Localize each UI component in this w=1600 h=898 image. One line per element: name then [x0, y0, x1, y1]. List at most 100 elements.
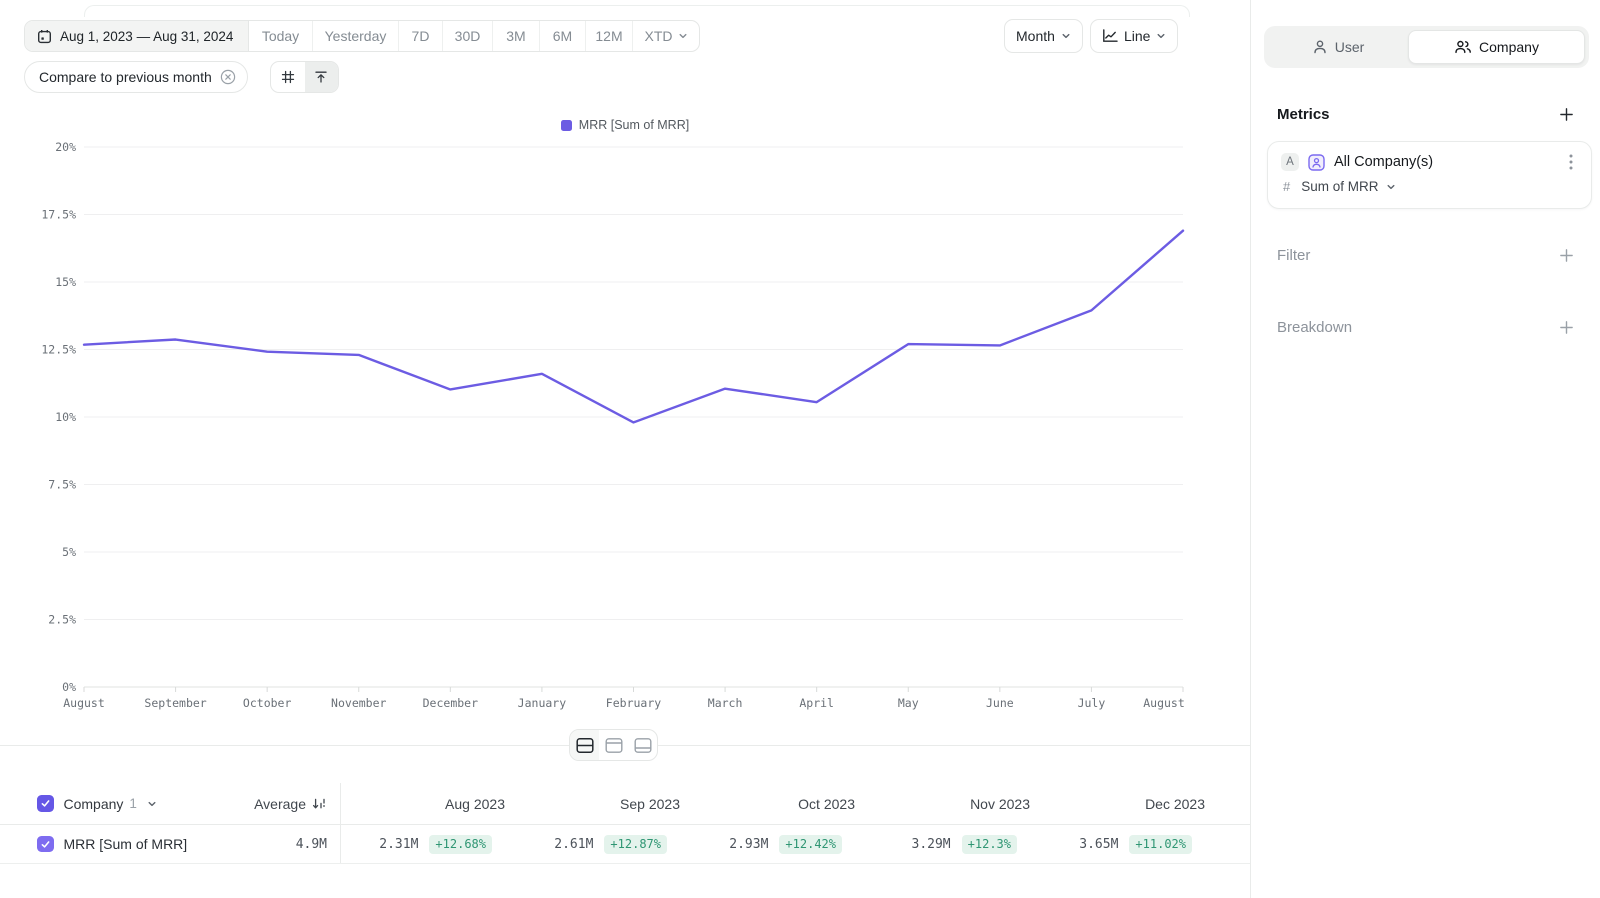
svg-text:7.5%: 7.5% — [48, 478, 76, 492]
svg-text:October: October — [243, 696, 292, 710]
svg-text:0%: 0% — [62, 680, 76, 694]
metrics-title: Metrics — [1277, 105, 1330, 123]
column-header-sep-2023: Sep 2023 — [620, 795, 680, 812]
chart-display-toggle — [270, 61, 339, 93]
quick-range-6m[interactable]: 6M — [540, 21, 586, 51]
table-header-left-cell: Company 1 Average — [0, 783, 341, 824]
svg-text:November: November — [331, 696, 386, 710]
svg-text:12.5%: 12.5% — [41, 343, 76, 357]
row-checkbox[interactable] — [37, 835, 54, 853]
kebab-icon — [1569, 154, 1573, 170]
numeric-hash-icon: # — [1283, 179, 1291, 194]
sort-icon — [312, 798, 325, 808]
metric-month-cell: 2.31M +12.68% — [341, 825, 516, 863]
toggle-user-tab[interactable]: User — [1268, 30, 1408, 64]
legend-item-mrr[interactable]: MRR [Sum of MRR] — [560, 118, 689, 132]
layout-chart-only-button[interactable] — [599, 730, 628, 760]
breakdown-section-header: Breakdown — [1277, 316, 1576, 338]
date-range-label: Aug 1, 2023 — Aug 31, 2024 — [60, 28, 234, 44]
plus-icon — [1559, 248, 1573, 262]
filter-title: Filter — [1277, 246, 1311, 264]
toggle-company-tab[interactable]: Company — [1408, 30, 1585, 64]
layout-table-only-button[interactable] — [628, 730, 657, 760]
row-average-value: 4.9M — [295, 836, 327, 852]
group-by-label: Company — [63, 795, 124, 812]
plus-icon — [1559, 107, 1573, 121]
table-row-left-cell: MRR [Sum of MRR] 4.9M — [0, 825, 341, 863]
annotations-toggle-button[interactable] — [304, 62, 338, 92]
delta-badge: +12.3% — [961, 834, 1017, 854]
metric-card-aggregation: # Sum of MRR — [1268, 171, 1591, 194]
svg-text:10%: 10% — [55, 410, 76, 424]
svg-text:December: December — [423, 696, 478, 710]
metric-card-header: A All Company(s) — [1268, 142, 1591, 171]
main-panel: Aug 1, 2023 — Aug 31, 2024 Today Yesterda… — [0, 5, 1250, 864]
quick-range-3m[interactable]: 3M — [493, 21, 540, 51]
svg-text:2.5%: 2.5% — [48, 613, 76, 627]
quick-range-7d[interactable]: 7D — [399, 21, 443, 51]
remove-compare-icon[interactable] — [220, 69, 236, 85]
layout-split-button[interactable] — [570, 730, 599, 760]
gridlines-toggle-button[interactable] — [271, 62, 305, 92]
svg-text:June: June — [986, 696, 1014, 710]
average-label: Average — [254, 795, 306, 812]
chart-type-select[interactable]: Line — [1090, 19, 1179, 53]
layout-split-icon — [575, 737, 594, 753]
arrow-up-to-line-icon — [315, 71, 327, 83]
quick-range-today[interactable]: Today — [249, 21, 313, 51]
aggregation-select[interactable]: Sum of MRR — [1301, 179, 1395, 194]
svg-text:August: August — [63, 696, 105, 710]
quick-range-30d[interactable]: 30D — [443, 21, 493, 51]
toggle-user-label: User — [1334, 39, 1365, 55]
row-metric-label: MRR [Sum of MRR] — [63, 836, 188, 852]
calendar-icon — [38, 29, 52, 43]
add-breakdown-button[interactable] — [1556, 317, 1576, 337]
breakdown-title: Breakdown — [1277, 318, 1353, 336]
quick-range-12m[interactable]: 12M — [586, 21, 633, 51]
chevron-down-icon — [1062, 33, 1070, 39]
company-metric-icon — [1308, 153, 1325, 171]
user-company-toggle: User Company — [1264, 26, 1589, 68]
chart-type-label: Line — [1124, 28, 1151, 44]
quick-range-yesterday[interactable]: Yesterday — [313, 21, 399, 51]
metric-month-cell: 3.65M +11.02% — [1041, 825, 1216, 863]
svg-text:August: August — [1143, 696, 1185, 710]
select-all-checkbox[interactable] — [37, 795, 54, 812]
svg-text:March: March — [708, 696, 743, 710]
grid-icon — [281, 70, 294, 84]
chevron-down-icon — [1387, 184, 1394, 189]
table-row-mrr: MRR [Sum of MRR] 4.9M 2.31M +12.68% 2.61M +… — [0, 825, 1250, 864]
chevron-down-icon — [1157, 33, 1165, 39]
add-filter-button[interactable] — [1556, 245, 1576, 265]
svg-text:5%: 5% — [62, 545, 76, 559]
average-sort-header[interactable]: Average — [254, 796, 340, 812]
cell-value: 2.93M — [729, 836, 769, 852]
granularity-select[interactable]: Month — [1004, 19, 1083, 53]
date-range-group: Aug 1, 2023 — Aug 31, 2024 Today Yesterda… — [24, 20, 700, 52]
delta-badge: +12.68% — [429, 834, 492, 854]
line-chart-icon — [1103, 29, 1118, 42]
svg-text:May: May — [898, 696, 919, 710]
metric-card[interactable]: A All Company(s) # — [1267, 141, 1592, 209]
plus-icon — [1559, 320, 1573, 334]
series-letter-badge: A — [1281, 153, 1299, 171]
add-metric-button[interactable] — [1556, 104, 1576, 124]
delta-badge: +12.87% — [604, 834, 667, 854]
metrics-section-header: Metrics — [1277, 103, 1576, 125]
metric-month-cell: 2.93M +12.42% — [691, 825, 866, 863]
chevron-down-icon[interactable] — [147, 799, 157, 809]
cell-value: 3.29M — [911, 836, 951, 852]
metric-options-kebab[interactable] — [1563, 153, 1579, 171]
compare-filter-chip[interactable]: Compare to previous month — [24, 61, 248, 93]
checkmark-icon — [41, 800, 50, 807]
checkmark-icon — [41, 840, 50, 848]
quick-range-xtd[interactable]: XTD — [633, 21, 699, 51]
card-top-edge — [84, 5, 1190, 17]
delta-badge: +11.02% — [1129, 834, 1192, 854]
mrr-series-line — [82, 229, 1185, 424]
chart-plot-area[interactable]: 0% 2.5% 5% 7.5% 10% 12.5% 15% 17.5% 20% August Sep… — [0, 140, 1250, 720]
date-range-picker[interactable]: Aug 1, 2023 — Aug 31, 2024 — [25, 21, 249, 51]
layout-top-icon — [605, 737, 623, 753]
results-table: Company 1 Average Aug 2023 — [0, 783, 1250, 864]
legend-swatch — [560, 119, 572, 131]
